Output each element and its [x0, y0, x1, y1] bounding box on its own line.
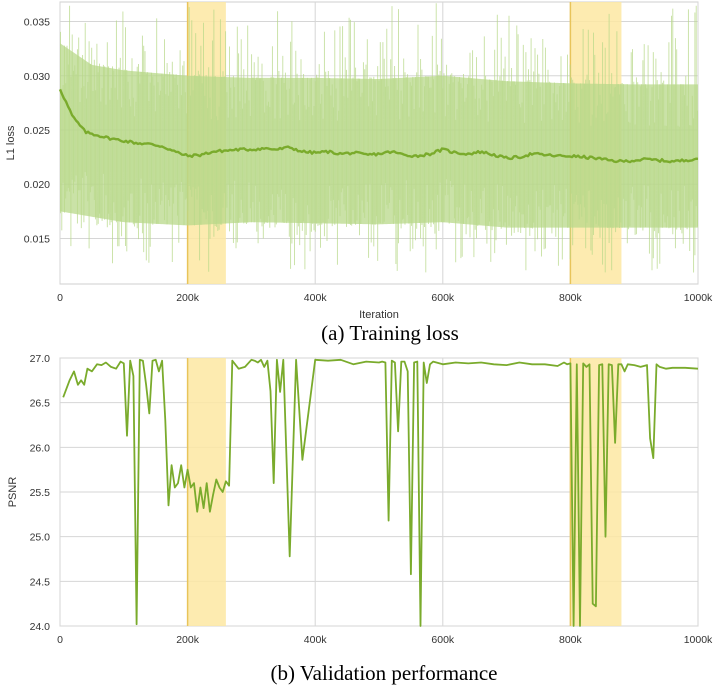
panel-b-y-ticks: 24.0 24.5 25.0 25.5 26.0 26.5 27.0: [30, 353, 51, 633]
panel-a-y-ticks: 0.015 0.020 0.025 0.030 0.035: [24, 17, 50, 246]
panel-b-x-ticks: 0 200k 400k 600k 800k 1000k: [57, 634, 713, 646]
b-x-tick-label-3: 600k: [431, 634, 455, 646]
a-x-tick-label-4: 800k: [559, 292, 583, 304]
panel-b-psnr-line-group: [62, 358, 699, 627]
a-y-tick-label-0: 0.015: [24, 233, 50, 245]
a-series-line-smoothed: [58, 88, 699, 164]
b-x-tick-label-4: 800k: [559, 634, 583, 646]
a-y-tick-label-2: 0.025: [24, 125, 50, 137]
a-y-tick-label-3: 0.030: [24, 71, 50, 83]
a-x-tick-label-0: 0: [57, 292, 63, 304]
b-y-tick-label-6: 27.0: [30, 353, 51, 365]
b-y-tick-label-2: 25.0: [30, 532, 51, 544]
b-x-tick-label-1: 200k: [176, 634, 200, 646]
b-highlight-region-0: [187, 358, 226, 626]
b-x-tick-label-2: 400k: [304, 634, 328, 646]
a-x-tick-label-3: 600k: [431, 292, 455, 304]
panel-training-loss: 0.015 0.020 0.025 0.030 0.035 0 200k 400k 600k 8…: [5, 1, 713, 345]
b-x-tick-label-0: 0: [57, 634, 63, 646]
panel-a-x-axis-label: Iteration: [359, 309, 399, 321]
a-x-tick-label-1: 200k: [176, 292, 200, 304]
b-y-tick-label-1: 24.5: [30, 576, 51, 588]
b-y-tick-label-5: 26.5: [30, 398, 51, 410]
panel-b-caption: (b) Validation performance: [270, 661, 497, 685]
a-y-tick-label-4: 0.035: [24, 17, 50, 29]
panel-a-caption: (a) Training loss: [321, 321, 459, 345]
b-y-tick-label-0: 24.0: [30, 621, 51, 633]
a-x-tick-label-2: 400k: [304, 292, 328, 304]
panel-b-y-axis-label: PSNR: [7, 477, 19, 508]
b-series-line-psnr: [62, 358, 699, 627]
a-x-tick-label-5: 1000k: [684, 292, 713, 304]
panel-a-x-ticks: 0 200k 400k 600k 800k 1000k: [57, 292, 713, 304]
b-y-tick-label-3: 25.5: [30, 487, 51, 499]
b-y-tick-label-4: 26.0: [30, 442, 51, 454]
b-x-tick-label-5: 1000k: [684, 634, 713, 646]
panel-validation-performance: 24.0 24.5 25.0 25.5 26.0 26.5 27.0 0 200k 400k 60…: [7, 353, 713, 685]
panel-a-smoothed-line-group: [58, 88, 699, 164]
panel-a-y-axis-label: L1 loss: [5, 125, 17, 160]
a-y-tick-label-1: 0.020: [24, 179, 50, 191]
